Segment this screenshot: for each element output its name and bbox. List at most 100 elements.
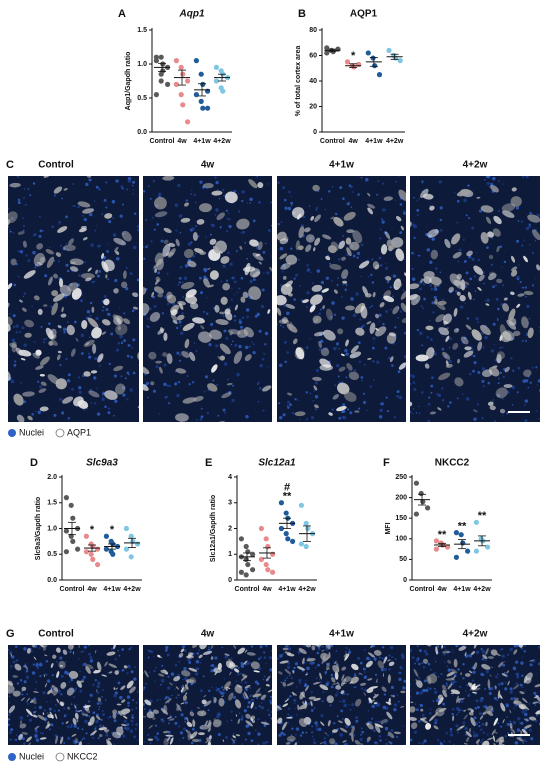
tubule xyxy=(523,290,534,296)
nucleus-speck xyxy=(152,179,156,183)
nucleus-speck xyxy=(206,187,208,190)
nucleus-speck xyxy=(126,722,130,726)
tubule xyxy=(162,176,175,181)
nucleus-speck xyxy=(119,214,123,218)
tubule xyxy=(51,290,59,297)
tubule xyxy=(495,387,508,399)
nucleus-speck xyxy=(475,699,479,703)
tubule xyxy=(177,694,180,696)
tubule xyxy=(460,726,464,729)
tubule xyxy=(313,697,321,702)
tubule xyxy=(120,685,126,690)
nucleus-speck xyxy=(436,698,440,703)
tubule xyxy=(56,354,61,361)
tubule xyxy=(187,652,194,658)
nucleus-speck xyxy=(78,274,81,277)
tubule xyxy=(186,716,189,723)
nucleus-speck xyxy=(193,342,196,345)
nucleus-speck xyxy=(499,371,503,375)
tubule xyxy=(281,721,287,731)
nucleus-speck xyxy=(230,298,233,301)
nucleus-speck xyxy=(236,372,240,377)
nucleus-speck xyxy=(22,742,26,745)
nucleus-speck xyxy=(108,220,112,224)
tubule xyxy=(58,278,64,288)
tubule xyxy=(521,728,528,735)
nucleus-speck xyxy=(480,740,483,744)
nucleus-speck xyxy=(147,649,150,652)
tubule xyxy=(53,273,58,279)
nucleus-speck xyxy=(436,738,440,742)
nucleus-speck xyxy=(94,726,97,729)
tubule xyxy=(490,649,498,656)
nucleus-speck xyxy=(206,411,210,415)
tubule xyxy=(471,329,482,341)
tubule xyxy=(15,634,23,642)
panel-letter: B xyxy=(298,8,306,20)
nucleus-speck xyxy=(12,314,16,318)
nucleus-speck xyxy=(491,264,493,266)
tubule xyxy=(143,716,147,718)
nucleus-speck xyxy=(34,688,37,690)
nucleus-speck xyxy=(357,176,360,177)
tubule xyxy=(210,645,214,649)
nucleus-speck xyxy=(316,269,321,273)
nucleus-speck xyxy=(233,695,237,700)
tubule xyxy=(351,663,359,671)
tubule xyxy=(471,683,476,690)
tubule xyxy=(201,699,207,705)
nucleus-speck xyxy=(528,223,531,226)
tubule xyxy=(202,183,214,189)
nucleus-speck xyxy=(147,396,149,399)
nucleus-speck xyxy=(381,218,383,221)
nucleus-speck xyxy=(130,355,134,359)
data-point xyxy=(370,55,376,61)
nucleus-speck xyxy=(184,264,189,268)
nucleus-speck xyxy=(64,661,67,663)
nucleus-speck xyxy=(370,273,373,276)
tubule xyxy=(433,725,439,730)
nucleus-speck xyxy=(524,404,526,406)
nucleus-speck xyxy=(462,709,464,712)
nucleus-speck xyxy=(163,363,167,367)
nucleus-speck xyxy=(316,651,320,655)
nucleus-speck xyxy=(191,381,195,384)
tubule xyxy=(90,730,98,736)
tubule xyxy=(245,713,251,719)
nucleus-speck xyxy=(238,287,241,290)
nucleus-speck xyxy=(60,693,63,696)
nucleus-speck xyxy=(502,284,505,287)
significance-mark: ** xyxy=(478,510,487,522)
nucleus-speck xyxy=(108,362,111,366)
nucleus-speck xyxy=(29,194,32,197)
tubule xyxy=(285,280,293,287)
nucleus-speck xyxy=(372,337,376,340)
nucleus-speck xyxy=(229,306,231,309)
nucleus-speck xyxy=(341,316,345,320)
nucleus-speck xyxy=(11,338,16,343)
nucleus-speck xyxy=(88,652,92,656)
tubule xyxy=(345,339,349,347)
nucleus-speck xyxy=(492,322,496,326)
tubule xyxy=(487,231,494,238)
tubule xyxy=(232,645,236,649)
tubule xyxy=(513,700,522,705)
tubule xyxy=(204,700,212,707)
nucleus-speck xyxy=(121,669,124,672)
nucleus-speck xyxy=(23,197,25,199)
tubule xyxy=(70,348,76,357)
data-point xyxy=(324,45,330,51)
nucleus-speck xyxy=(491,237,494,240)
tubule xyxy=(90,370,98,374)
nucleus-speck xyxy=(525,226,530,231)
nucleus-speck xyxy=(475,650,480,655)
tubule xyxy=(207,728,211,732)
nucleus-speck xyxy=(132,371,136,375)
chart-title: NKCC2 xyxy=(435,458,470,469)
nucleus-speck xyxy=(153,228,156,231)
nucleus-speck xyxy=(191,189,193,191)
tubule xyxy=(132,306,139,310)
tubule xyxy=(196,219,205,225)
data-point xyxy=(238,569,244,575)
nucleus-speck xyxy=(170,672,175,676)
